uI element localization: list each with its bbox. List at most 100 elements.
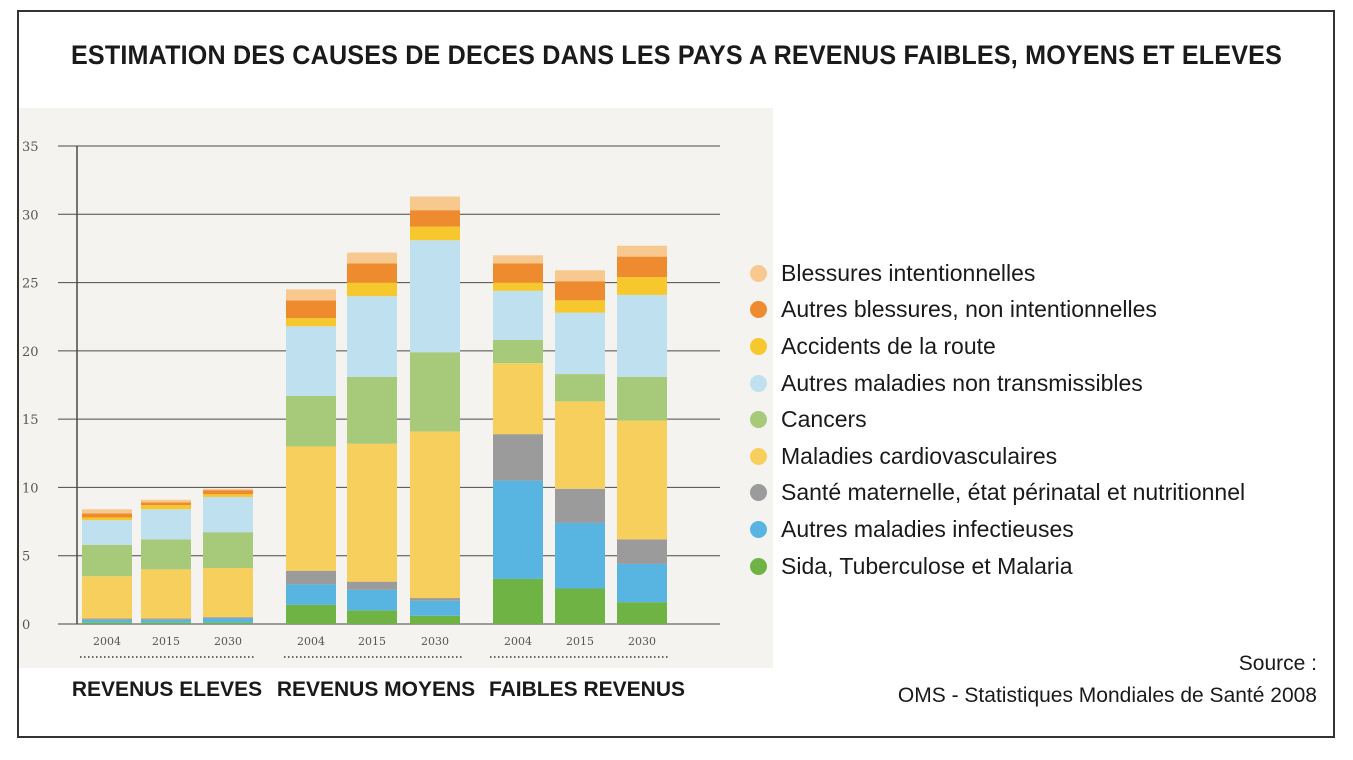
- bar-segment: [617, 245, 667, 257]
- bar-segment: [286, 326, 336, 396]
- bar-segment: [493, 255, 543, 264]
- bar-segment: [493, 282, 543, 291]
- source-text: OMS - Statistiques Mondiales de Santé 20…: [897, 684, 1317, 707]
- legend-label: Autres blessures, non intentionnelles: [781, 296, 1157, 323]
- group-label: FAIBLES REVENUS: [488, 678, 686, 701]
- group-label: REVENUS MOYENS: [276, 678, 476, 701]
- bar-segment: [141, 539, 191, 570]
- bar-segment: [141, 499, 191, 503]
- bar-segment: [82, 517, 132, 521]
- bar-segment: [286, 570, 336, 585]
- bar-segment: [617, 277, 667, 295]
- x-tick-label: 2030: [628, 635, 656, 648]
- bar-segment: [203, 617, 253, 619]
- bar-segment: [410, 615, 460, 624]
- bar-segment: [203, 532, 253, 569]
- bar-segment: [347, 282, 397, 297]
- bar-segment: [286, 318, 336, 327]
- bar-segment: [203, 496, 253, 533]
- bar-segment: [555, 488, 605, 523]
- y-tick-label: 10: [22, 481, 39, 496]
- x-tick-label: 2004: [93, 635, 121, 648]
- bar-segment: [493, 578, 543, 624]
- bar-segment: [410, 240, 460, 353]
- legend-label: Blessures intentionnelles: [781, 259, 1036, 286]
- bar-segment: [82, 520, 132, 545]
- bar-segment: [347, 589, 397, 611]
- bar-segment: [410, 598, 460, 601]
- bar-segment: [286, 395, 336, 447]
- bar-segment: [82, 513, 132, 518]
- legend-label: Accidents de la route: [781, 332, 996, 359]
- bar-segment: [141, 505, 191, 510]
- x-tick-label: 2030: [421, 635, 449, 648]
- legend-item: Accidents de la route: [750, 328, 1245, 365]
- bar-segment: [555, 270, 605, 282]
- bar-segment: [203, 568, 253, 618]
- legend-swatch: [750, 520, 767, 538]
- bar-segment: [493, 434, 543, 481]
- bar-segment: [555, 312, 605, 375]
- legend-item: Autres maladies non transmissibles: [750, 365, 1245, 402]
- bar-segment: [410, 196, 460, 211]
- bar-segment: [617, 563, 667, 603]
- legend-swatch: [750, 447, 767, 465]
- y-tick-label: 35: [22, 140, 39, 155]
- legend-item: Cancers: [750, 401, 1245, 438]
- legend-swatch: [750, 411, 767, 429]
- bar-segment: [493, 480, 543, 579]
- bar-segment: [203, 488, 253, 491]
- bar-segment: [141, 502, 191, 506]
- bar-segment: [410, 600, 460, 616]
- bar-segment: [617, 294, 667, 377]
- legend-label: Autres maladies non transmissibles: [781, 369, 1143, 396]
- y-tick-label: 15: [22, 413, 39, 428]
- bar-segment: [617, 256, 667, 278]
- legend-label: Autres maladies infectieuses: [781, 515, 1074, 542]
- bar-segment: [347, 443, 397, 582]
- y-tick-label: 20: [22, 345, 39, 360]
- source-label: Source :: [1238, 652, 1317, 675]
- bar-segment: [555, 300, 605, 313]
- bar-segment: [347, 581, 397, 590]
- bar-segment: [493, 363, 543, 435]
- legend-swatch: [750, 264, 767, 282]
- bar-segment: [493, 263, 543, 283]
- bar-segment: [141, 569, 191, 619]
- legend-item: Blessures intentionnelles: [750, 255, 1245, 292]
- bar-segment: [555, 522, 605, 589]
- x-tick-label: 2015: [566, 635, 594, 648]
- bar-segment: [286, 446, 336, 571]
- group-label: REVENUS ELEVES: [71, 678, 263, 701]
- bar-segment: [347, 376, 397, 444]
- y-tick-label: 5: [22, 550, 30, 565]
- bar-segment: [82, 622, 132, 624]
- bar-segment: [347, 296, 397, 377]
- chart-legend: Blessures intentionnelles Autres blessure…: [750, 255, 1245, 584]
- bar-segment: [286, 289, 336, 301]
- legend-label: Santé maternelle, état périnatal et nutr…: [781, 479, 1246, 506]
- bar-segment: [203, 490, 253, 495]
- bar-segment: [82, 619, 132, 623]
- bar-segment: [82, 509, 132, 514]
- legend-label: Cancers: [781, 406, 867, 433]
- legend-item: Sida, Tuberculose et Malaria: [750, 548, 1245, 585]
- bar-segment: [203, 494, 253, 497]
- source-note: Source : OMS - Statistiques Mondiales de…: [898, 648, 1317, 712]
- bar-segment: [617, 420, 667, 540]
- bar-segment: [141, 509, 191, 540]
- bar-segment: [347, 610, 397, 624]
- y-tick-label: 30: [22, 208, 39, 223]
- bar-segment: [555, 374, 605, 402]
- bar-segment: [141, 619, 191, 623]
- bar-segment: [203, 622, 253, 624]
- bar-segment: [347, 263, 397, 283]
- bar-segment: [493, 290, 543, 340]
- bar-segment: [410, 352, 460, 432]
- legend-swatch: [750, 337, 767, 355]
- legend-label: Maladies cardiovasculaires: [781, 442, 1058, 469]
- bar-segment: [141, 618, 191, 620]
- legend-item: Autres maladies infectieuses: [750, 511, 1245, 548]
- legend-item: Maladies cardiovasculaires: [750, 438, 1245, 475]
